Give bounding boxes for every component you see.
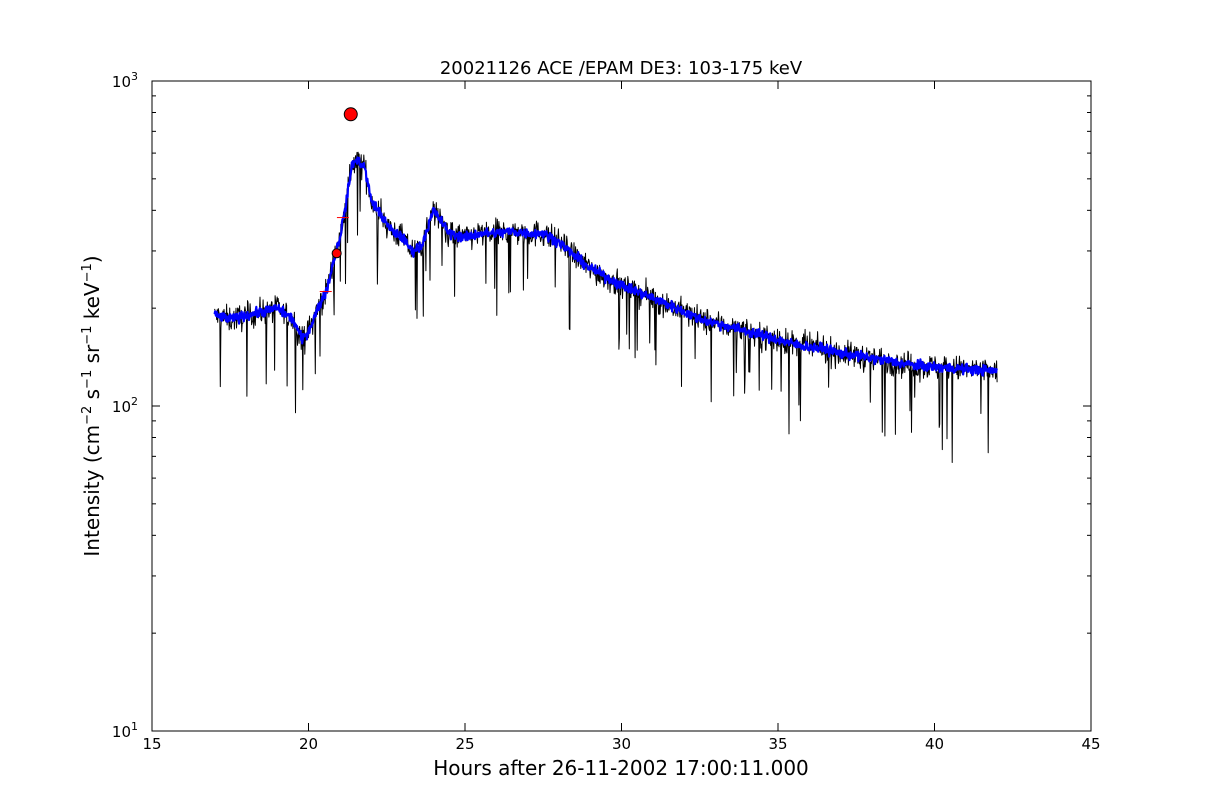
x-tick-label: 40	[925, 735, 944, 753]
plot-area	[213, 107, 998, 463]
x-tick-label: 15	[142, 735, 161, 753]
y-axis-label: Intensity (cm−2 s−1 sr−1 keV−1)	[80, 255, 104, 556]
x-axis-label: Hours after 26-11-2002 17:00:11.000	[433, 756, 809, 780]
axes: 15 20 25 30 35 40 45 101 102 103	[112, 70, 1101, 753]
series-line-2	[213, 156, 998, 377]
red-marker-point	[343, 107, 358, 122]
x-tick-label: 30	[612, 735, 631, 753]
chart-title: 20021126 ACE /EPAM DE3: 103-175 keV	[440, 58, 803, 79]
x-tick-label: 25	[455, 735, 474, 753]
red-marker-point	[331, 248, 342, 259]
y-tick-label: 102	[112, 395, 138, 416]
y-tick-label: 103	[112, 70, 138, 91]
x-tick-label: 45	[1081, 735, 1100, 753]
y-tick-label: 101	[112, 720, 138, 741]
x-tick-label: 35	[768, 735, 787, 753]
x-tick-label: 20	[299, 735, 318, 753]
series-line-1	[214, 151, 998, 463]
